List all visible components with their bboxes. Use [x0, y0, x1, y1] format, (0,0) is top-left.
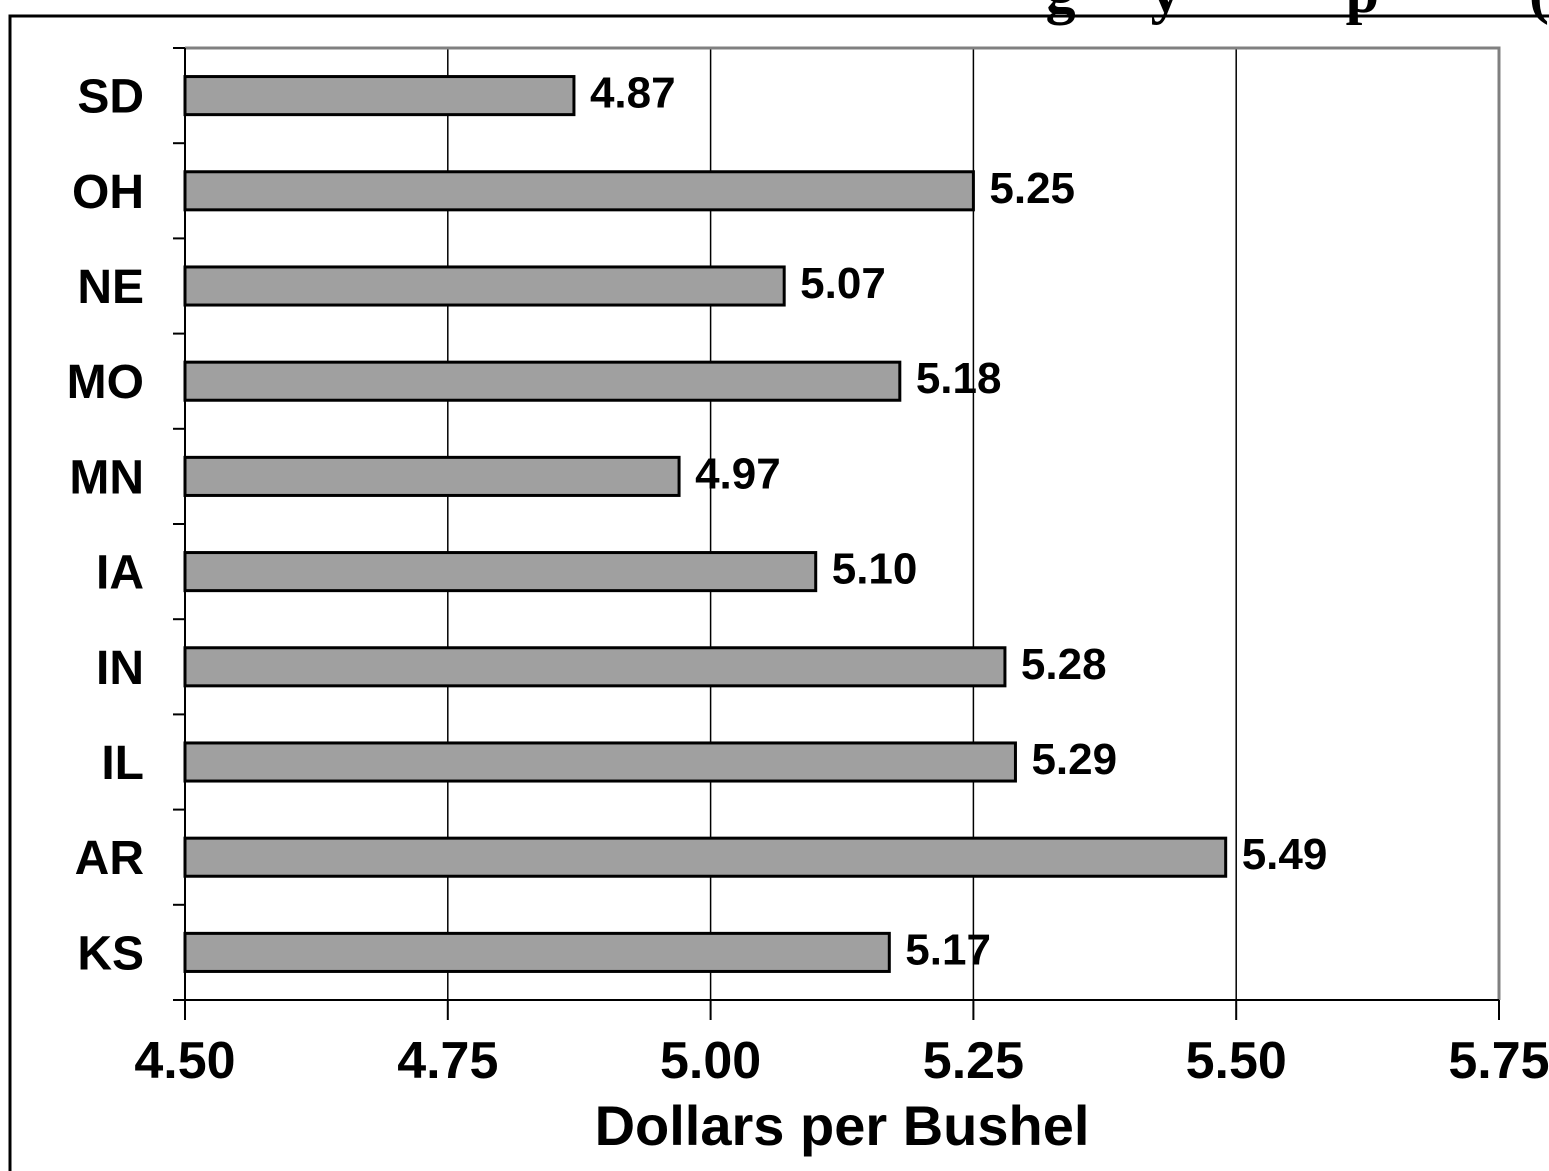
- grid-layer: [185, 46, 1501, 1000]
- outer-frame: [8, 14, 1549, 1171]
- text-layer: SD 4.87 OH 5.25 NE 5.07 MO 5.18 MN 4.97 IA 5.10 IN 5.…: [67, 69, 1549, 1090]
- value-label-ia: 5.10: [832, 545, 918, 594]
- chart-title-partial: g y p (: [1046, 0, 1549, 25]
- axis-layer: [173, 47, 1500, 1020]
- x-tick-label-1: 4.75: [397, 1032, 498, 1090]
- x-tick-label-5: 5.75: [1448, 1032, 1549, 1090]
- category-label-mo: MO: [67, 356, 144, 409]
- category-label-sd: SD: [77, 71, 144, 124]
- value-label-ne: 5.07: [800, 259, 886, 308]
- bar-in: [183, 646, 1007, 688]
- bar-il: [183, 741, 1017, 783]
- bar-oh: [183, 170, 975, 212]
- value-label-mn: 4.97: [695, 449, 781, 498]
- category-label-in: IN: [96, 642, 144, 695]
- bar-ne: [183, 265, 786, 307]
- value-label-ar: 5.49: [1242, 830, 1328, 879]
- x-tick-label-3: 5.25: [923, 1032, 1024, 1090]
- bar-ia: [183, 551, 818, 593]
- category-label-oh: OH: [72, 166, 144, 219]
- value-label-mo: 5.18: [916, 354, 1002, 403]
- value-label-in: 5.28: [1021, 640, 1107, 689]
- category-label-ar: AR: [75, 832, 144, 885]
- category-label-ne: NE: [77, 261, 144, 314]
- category-label-mn: MN: [69, 451, 144, 504]
- bar-mo: [183, 360, 902, 402]
- category-label-ia: IA: [96, 547, 144, 600]
- bar-ar: [183, 836, 1228, 878]
- value-label-ks: 5.17: [905, 925, 991, 974]
- x-axis-label: Dollars per Bushel: [595, 1094, 1090, 1157]
- category-label-il: IL: [101, 737, 144, 790]
- value-label-il: 5.29: [1031, 735, 1117, 784]
- bar-mn: [183, 455, 681, 497]
- x-tick-label-0: 4.50: [134, 1032, 235, 1090]
- category-label-ks: KS: [77, 927, 144, 980]
- x-tick-label-2: 5.00: [660, 1032, 761, 1090]
- value-label-sd: 4.87: [590, 69, 676, 118]
- value-label-oh: 5.25: [989, 164, 1075, 213]
- plot-border: [185, 46, 1501, 1000]
- x-tick-label-4: 5.50: [1186, 1032, 1287, 1090]
- bar-sd: [183, 75, 576, 117]
- bar-ks: [183, 931, 891, 973]
